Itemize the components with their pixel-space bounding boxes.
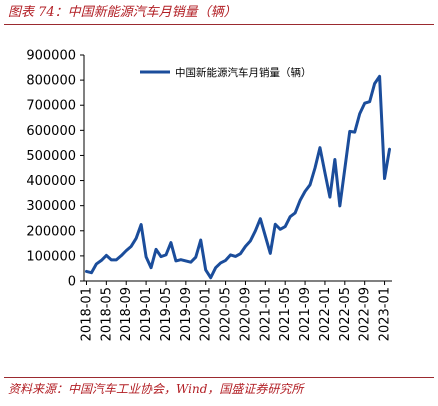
plot-area [84,74,392,280]
y-tick-label: 600000 [26,124,76,139]
source-note: 资料来源：中国汽车工业协会，Wind，国盛证券研究所 [8,382,304,396]
x-tick-label: 2019-01 [139,287,154,341]
y-tick-label: 100000 [26,249,76,264]
legend-label: 中国新能源汽车月销量（辆） [175,66,312,79]
y-tick-label: 900000 [26,49,76,64]
x-tick-label: 2022-09 [358,287,373,341]
line-chart: 0 100000 200000 300000 400000 500000 600000 700… [26,49,393,342]
title-divider [4,24,434,25]
x-tick-label: 2019-09 [179,287,194,341]
y-tick-label: 700000 [26,99,76,114]
source-divider [4,377,434,378]
y-tick-label: 200000 [26,224,76,239]
x-tick-label: 2019-05 [159,287,174,341]
x-tick-label: 2020-09 [238,287,253,341]
x-axis-ticks: 2018-01 2018-05 2018-09 2019-01 2019-05 2019-… [79,281,393,341]
legend: 中国新能源汽车月销量（辆） [140,66,312,79]
x-tick-label: 2018-01 [79,287,94,341]
y-tick-label: 500000 [26,149,76,164]
x-tick-label: 2020-01 [199,287,214,341]
x-tick-label: 2023-01 [378,287,393,341]
y-tick-label: 300000 [26,199,76,214]
figure-title: 图表 74：中国新能源汽车月销量（辆） [8,5,237,20]
y-tick-label: 0 [68,275,76,290]
chart-axes [83,55,392,282]
y-tick-label: 800000 [26,74,76,89]
y-axis-ticks: 0 100000 200000 300000 400000 500000 600000 700… [26,49,84,290]
x-tick-label: 2021-05 [278,287,293,341]
x-tick-label: 2021-09 [298,287,313,341]
x-tick-label: 2021-01 [258,287,273,341]
y-tick-label: 400000 [26,174,76,189]
x-tick-label: 2022-01 [318,287,333,341]
series-line [84,74,392,280]
x-tick-label: 2022-05 [338,287,353,341]
x-tick-label: 2018-09 [119,287,134,341]
x-tick-label: 2018-05 [99,287,114,341]
x-tick-label: 2020-05 [219,287,234,341]
